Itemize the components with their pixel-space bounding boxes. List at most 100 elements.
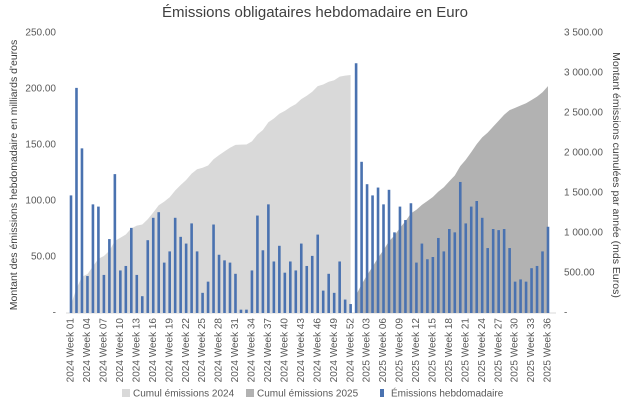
bar [420, 243, 424, 313]
bar [91, 204, 95, 313]
bar [508, 248, 511, 313]
bar [239, 309, 243, 313]
bar [289, 261, 292, 313]
x-tick-label: 2024 Week 31 [230, 318, 241, 383]
bar [437, 237, 440, 313]
y2-tick-label: - [564, 308, 567, 319]
bar [393, 232, 396, 313]
bar [80, 148, 84, 313]
bar [371, 195, 374, 313]
bar [398, 206, 402, 313]
y-tick-label: 150.00 [25, 140, 56, 151]
bar [173, 217, 177, 313]
bar [491, 229, 495, 313]
bar [354, 63, 358, 313]
x-tick-label: 2025 Week 06 [378, 318, 389, 383]
y2-tick-label: 2 000.00 [564, 148, 603, 159]
x-tick-label: 2025 Week 27 [493, 318, 504, 383]
bar [486, 248, 489, 313]
bar [184, 243, 188, 313]
x-tick-label: 2025 Week 15 [428, 318, 439, 383]
bar [360, 161, 363, 313]
bar [431, 257, 435, 313]
bar [327, 273, 330, 313]
bar [305, 265, 309, 313]
bar [497, 230, 500, 313]
bar [168, 251, 171, 313]
x-tick-label: 2024 Week 28 [214, 318, 225, 383]
bar [349, 304, 352, 313]
bar [321, 290, 325, 313]
y2-tick-label: 1 500.00 [564, 188, 603, 199]
bar [102, 274, 106, 313]
y-tick-label: 200.00 [25, 84, 56, 95]
bar [475, 201, 479, 313]
bar [228, 262, 232, 313]
bar [151, 217, 155, 313]
areas [71, 75, 548, 314]
legend-label: Cumul émissions 2025 [257, 389, 359, 400]
bar [119, 270, 122, 313]
x-tick-label: 2024 Week 19 [164, 318, 175, 383]
x-tick-label: 2024 Week 07 [99, 318, 110, 383]
bar [469, 206, 473, 313]
bar [245, 309, 248, 313]
bar [135, 274, 139, 313]
x-tick-label: 2024 Week 22 [181, 318, 192, 383]
bar [404, 220, 407, 313]
x-tick-label: 2024 Week 13 [131, 318, 142, 383]
bar [272, 261, 276, 313]
bar [458, 181, 462, 313]
x-tick-label: 2024 Week 34 [247, 318, 258, 383]
x-tick-label: 2024 Week 10 [115, 318, 126, 383]
y-tick-label: - [53, 308, 56, 319]
bar [69, 195, 73, 313]
bar [513, 281, 517, 313]
bar [97, 206, 100, 313]
bar [278, 245, 281, 313]
bar [113, 174, 117, 313]
bar [409, 203, 413, 313]
bar [212, 224, 215, 313]
bar [453, 232, 457, 313]
bar [234, 273, 237, 313]
x-tick-label: 2024 Week 52 [345, 318, 356, 383]
bar [464, 223, 468, 313]
bar [217, 254, 221, 313]
legend-swatch [380, 389, 384, 397]
legend-swatch [122, 389, 130, 397]
bar [530, 268, 533, 313]
bar [519, 279, 522, 313]
bar [343, 299, 347, 313]
x-tick-label: 2024 Week 43 [296, 318, 307, 383]
bar [448, 229, 451, 313]
bar [124, 265, 128, 313]
y2-tick-label: 3 000.00 [564, 68, 603, 79]
bar [415, 262, 418, 313]
bar [294, 270, 298, 313]
area [71, 75, 351, 313]
bar [162, 262, 166, 313]
y2-tick-label: 500.00 [564, 268, 595, 279]
bar [75, 87, 78, 313]
x-tick-label: 2025 Week 12 [411, 318, 422, 383]
bar [541, 251, 544, 313]
x-tick-label: 2024 Week 46 [312, 318, 323, 383]
x-tick-label: 2025 Week 24 [477, 318, 488, 383]
bar [283, 272, 287, 313]
y2-tick-label: 1 000.00 [564, 228, 603, 239]
x-tick-label: 2024 Week 37 [263, 318, 274, 383]
x-tick-label: 2024 Week 01 [66, 318, 77, 383]
bar [108, 239, 111, 313]
legend-swatch [246, 389, 254, 397]
bar [130, 227, 133, 313]
bar [190, 223, 193, 313]
bar [365, 184, 369, 313]
bar [299, 243, 303, 313]
y2-tick-label: 2 500.00 [564, 108, 603, 119]
bar [480, 217, 484, 313]
y-axis-title: Montant des émissions hebdomadaire en mi… [8, 40, 20, 310]
bar [267, 204, 270, 313]
bar [256, 215, 259, 313]
